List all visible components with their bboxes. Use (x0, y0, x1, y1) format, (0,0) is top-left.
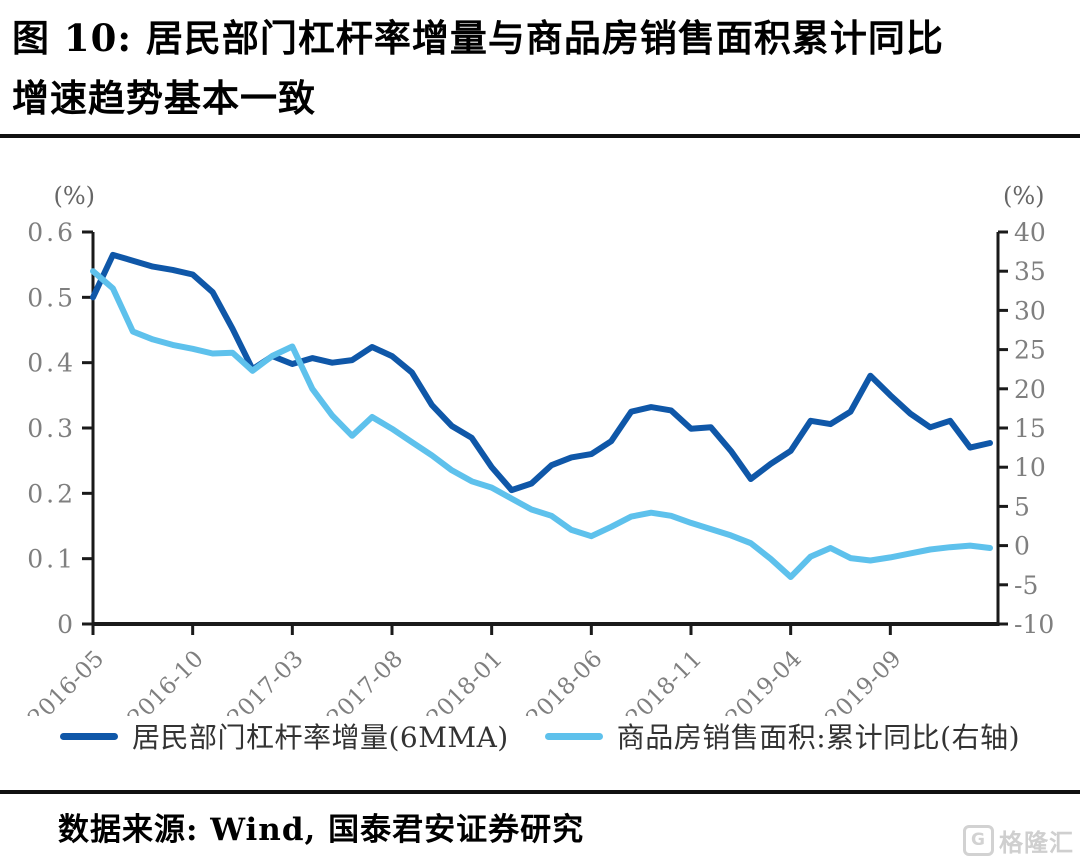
svg-text:40: 40 (1014, 218, 1046, 247)
svg-text:5: 5 (1014, 492, 1030, 521)
svg-text:2017-03: 2017-03 (223, 646, 309, 716)
figure-title: 图 10: 居民部门杠杆率增量与商品房销售面积累计同比 增速趋势基本一致 (0, 0, 1080, 128)
svg-text:0.6: 0.6 (27, 218, 76, 247)
legend-item-housing-sales: 商品房销售面积:累计同比(右轴) (544, 716, 1021, 756)
svg-text:0.1: 0.1 (27, 545, 76, 574)
legend-item-leverage: 居民部门杠杆率增量(6MMA) (59, 716, 509, 756)
svg-text:(%): (%) (1003, 182, 1045, 210)
svg-text:-10: -10 (1014, 610, 1054, 639)
legend-swatch-dark-blue (59, 732, 118, 740)
gelonghui-watermark-text: 格隆汇 (999, 828, 1074, 857)
svg-text:2018-06: 2018-06 (522, 646, 608, 716)
svg-text:0: 0 (57, 610, 76, 639)
svg-text:0.5: 0.5 (27, 283, 76, 312)
svg-text:0: 0 (1014, 532, 1030, 561)
svg-text:2018-11: 2018-11 (621, 646, 707, 716)
svg-text:(%): (%) (53, 182, 95, 210)
chart-legend: 居民部门杠杆率增量(6MMA) 商品房销售面积:累计同比(右轴) (0, 718, 1080, 754)
dual-axis-line-chart: (%) (%) 0.6 0.5 0.4 0.3 0.2 0.1 0 40 35 30 25 20 15 10 5… (23, 182, 1054, 716)
gelonghui-watermark: G 格隆汇 (963, 823, 1074, 858)
svg-text:20: 20 (1014, 375, 1046, 404)
legend-swatch-light-blue (544, 732, 603, 740)
legend-label-leverage: 居民部门杠杆率增量(6MMA) (131, 721, 509, 754)
svg-text:0.2: 0.2 (27, 479, 76, 508)
gelonghui-logo-icon: G (963, 825, 994, 856)
figure-title-line2: 增速趋势基本一致 (12, 76, 316, 120)
data-source-text: 数据来源: Wind, 国泰君安证券研究 (58, 812, 585, 848)
svg-text:2016-10: 2016-10 (123, 646, 209, 716)
svg-text:2018-01: 2018-01 (422, 646, 508, 716)
svg-text:25: 25 (1014, 336, 1046, 365)
figure-title-line1: 图 10: 居民部门杠杆率增量与商品房销售面积累计同比 (12, 16, 944, 60)
legend-label-housing-sales: 商品房销售面积:累计同比(右轴) (616, 721, 1021, 754)
svg-text:0.4: 0.4 (27, 349, 76, 378)
svg-text:2017-08: 2017-08 (322, 646, 408, 716)
footer-divider (0, 790, 1080, 794)
svg-text:30: 30 (1014, 296, 1046, 325)
header-divider (0, 134, 1080, 138)
svg-text:10: 10 (1014, 453, 1046, 482)
svg-text:15: 15 (1014, 414, 1046, 443)
svg-text:35: 35 (1014, 257, 1046, 286)
svg-text:2019-09: 2019-09 (821, 646, 907, 716)
svg-text:2019-04: 2019-04 (721, 646, 807, 716)
svg-text:-5: -5 (1014, 571, 1038, 600)
svg-text:0.3: 0.3 (27, 414, 76, 443)
svg-text:2016-05: 2016-05 (23, 646, 109, 716)
